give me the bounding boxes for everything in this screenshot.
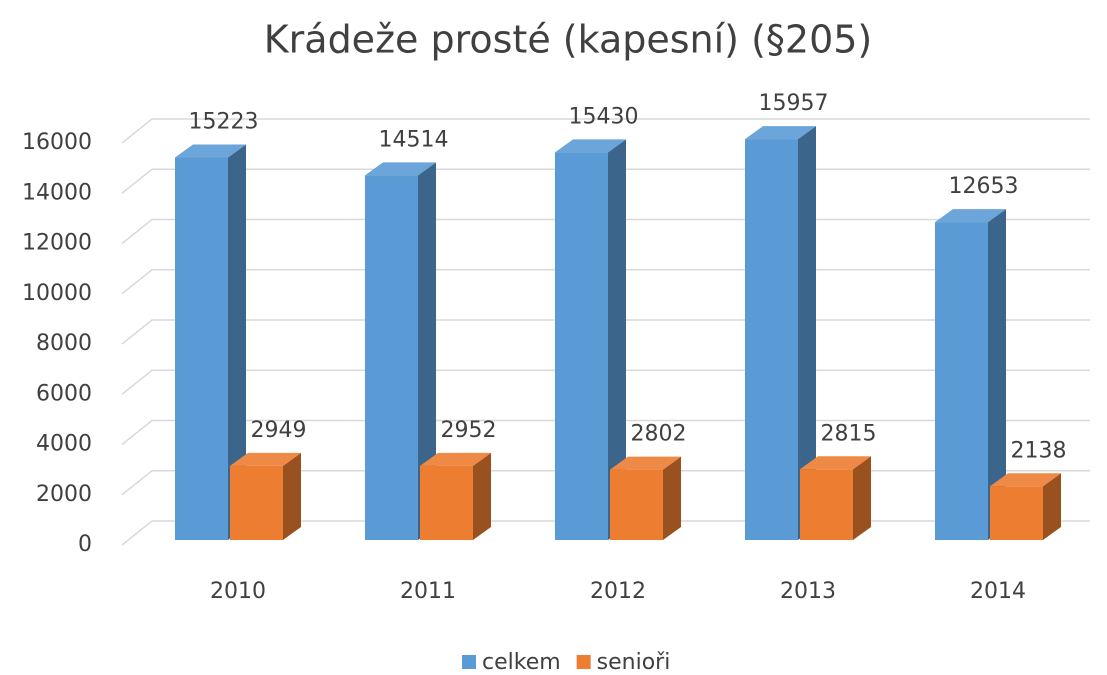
bar-side <box>473 452 491 540</box>
bar-front <box>555 152 608 541</box>
bar-top <box>935 209 1006 223</box>
bar-top <box>365 162 436 176</box>
x-tick-label: 2014 <box>970 579 1026 604</box>
data-label: 15223 <box>189 110 259 135</box>
bar-front <box>990 486 1043 540</box>
bar-side <box>1043 473 1061 540</box>
bar-front <box>175 157 228 540</box>
bar-front <box>420 465 473 540</box>
data-label: 12653 <box>949 174 1019 199</box>
bar-front <box>745 139 798 540</box>
x-tick-label: 2011 <box>400 579 456 604</box>
bar-top <box>555 139 626 153</box>
legend-label: celkem <box>482 650 561 675</box>
bar <box>935 209 1006 540</box>
bar-front <box>610 469 663 540</box>
chart-title: Krádeže prosté (kapesní) (§205) <box>264 18 873 62</box>
y-tick-label: 16000 <box>22 130 92 155</box>
bar-top <box>990 473 1061 487</box>
bar <box>555 139 626 541</box>
bar <box>175 144 246 540</box>
y-tick-label: 6000 <box>36 381 92 406</box>
bar-side <box>988 209 1006 540</box>
bar-top <box>420 452 491 466</box>
data-label: 15957 <box>759 91 829 116</box>
y-tick-label: 2000 <box>36 482 92 507</box>
bar-side <box>663 456 681 540</box>
x-tick-label: 2013 <box>780 579 836 604</box>
bar <box>230 452 301 540</box>
legend-swatch <box>576 655 591 669</box>
data-label: 15430 <box>569 104 639 129</box>
data-label: 2138 <box>1011 438 1067 463</box>
bar-top <box>230 452 301 466</box>
y-tick-label: 14000 <box>22 180 92 205</box>
bar <box>990 473 1061 540</box>
data-label: 2802 <box>631 422 687 447</box>
x-tick-label: 2010 <box>210 579 266 604</box>
bar <box>365 162 436 540</box>
bar-side <box>283 452 301 540</box>
bar-front <box>365 175 418 540</box>
bar-front <box>230 465 283 540</box>
y-tick-label: 8000 <box>36 331 92 356</box>
bar-side <box>228 144 246 540</box>
bar-top <box>745 126 816 140</box>
y-tick-label: 0 <box>78 532 92 557</box>
grid-line <box>121 118 1090 144</box>
bar-top <box>610 456 681 470</box>
legend-label: senioři <box>597 650 671 675</box>
bar-top <box>175 144 246 158</box>
bar <box>745 126 816 540</box>
legend-swatch <box>462 655 476 669</box>
bar <box>800 456 871 540</box>
data-label: 14514 <box>379 127 449 152</box>
bar <box>420 452 491 540</box>
data-label: 2952 <box>441 418 497 443</box>
y-tick-label: 12000 <box>22 231 92 256</box>
bar-side <box>853 456 871 540</box>
data-label: 2949 <box>251 418 307 443</box>
x-tick-label: 2012 <box>590 579 646 604</box>
y-tick-label: 10000 <box>22 281 92 306</box>
bar-front <box>800 469 853 540</box>
bar-side <box>418 162 436 540</box>
bar-side <box>608 139 626 541</box>
data-label: 2815 <box>821 421 877 446</box>
bar-front <box>935 222 988 540</box>
bar-top <box>800 456 871 470</box>
bar <box>610 456 681 540</box>
y-tick-label: 4000 <box>36 432 92 457</box>
bar-side <box>798 126 816 540</box>
